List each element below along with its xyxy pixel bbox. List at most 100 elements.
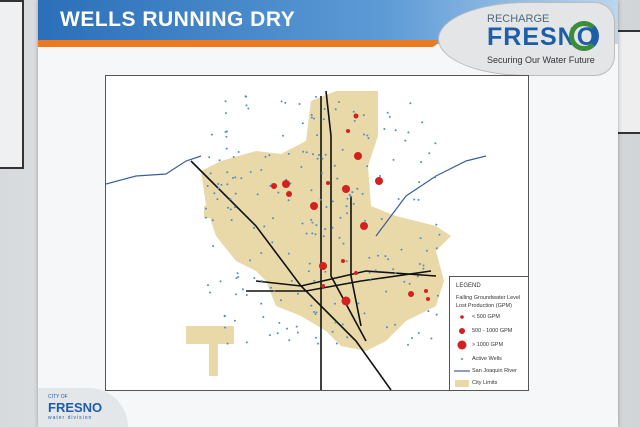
declining-well [426, 297, 430, 301]
active-well [352, 110, 355, 113]
active-well [212, 245, 215, 248]
active-well [229, 208, 232, 211]
active-well [315, 311, 318, 314]
active-well [307, 270, 310, 273]
active-well [331, 330, 334, 333]
legend-item: City Limits [472, 380, 498, 386]
active-well [241, 288, 244, 291]
active-well [208, 156, 211, 159]
active-well [226, 171, 229, 174]
active-well [301, 122, 304, 125]
active-well [325, 206, 328, 208]
active-well [362, 114, 365, 117]
declining-well [346, 129, 350, 133]
canal [375, 155, 487, 237]
active-well [247, 107, 250, 110]
active-well [341, 323, 344, 326]
legend-subtitle: Falling Groundwater Level [456, 295, 521, 301]
active-well [278, 321, 281, 324]
active-well [226, 342, 229, 345]
active-well [290, 280, 293, 282]
active-well [230, 219, 233, 222]
active-well [224, 131, 227, 133]
active-well [287, 252, 290, 255]
active-well [428, 152, 431, 155]
active-well [268, 154, 271, 157]
active-well [387, 258, 390, 261]
active-well [302, 150, 305, 153]
active-well [384, 255, 387, 258]
active-well [223, 315, 226, 318]
active-well [287, 199, 290, 202]
active-well [314, 233, 317, 236]
declining-well [341, 259, 345, 263]
active-well [411, 337, 413, 340]
active-well [271, 241, 274, 244]
active-well [324, 270, 327, 273]
active-well [392, 158, 395, 161]
active-well [305, 151, 308, 154]
active-well [205, 207, 207, 210]
active-well [366, 134, 369, 137]
city-area [201, 91, 451, 351]
active-well [379, 175, 381, 177]
active-well [348, 193, 351, 196]
active-well [232, 156, 235, 158]
logo-city-of: CITY OF [48, 394, 68, 400]
declining-well [310, 202, 318, 210]
road [350, 196, 362, 327]
active-well [235, 293, 237, 296]
active-well [417, 198, 420, 201]
active-well [338, 236, 341, 239]
declining-well [282, 180, 290, 188]
active-well [236, 272, 239, 275]
active-well [319, 198, 322, 201]
active-well [209, 291, 211, 294]
logo-top: RECHARGE [487, 13, 550, 25]
active-well [438, 233, 441, 236]
active-well [418, 263, 421, 265]
active-well [422, 264, 425, 267]
active-well [397, 198, 400, 200]
active-well [249, 171, 252, 173]
active-well [245, 341, 248, 344]
active-well [219, 280, 222, 283]
active-well [413, 198, 416, 201]
active-well [256, 193, 259, 196]
declining-well [424, 289, 428, 293]
active-well [380, 218, 383, 220]
active-well [419, 237, 422, 240]
active-well [310, 304, 313, 307]
declining-well [360, 222, 368, 230]
active-well [207, 284, 209, 287]
active-well [224, 326, 227, 329]
active-well [434, 142, 437, 145]
active-well [260, 169, 263, 171]
active-well [356, 187, 359, 190]
active-well [366, 165, 369, 168]
active-well [404, 139, 407, 142]
active-well [296, 331, 299, 334]
active-well [352, 202, 355, 205]
active-well [217, 187, 220, 190]
active-well [237, 276, 240, 278]
active-well [301, 222, 304, 225]
active-well [237, 151, 240, 153]
active-well [417, 332, 420, 334]
road [255, 270, 437, 287]
active-well [353, 119, 356, 122]
active-well [321, 157, 324, 160]
active-well [334, 108, 337, 111]
active-well [218, 159, 221, 162]
active-well [342, 242, 345, 245]
legend-title: LEGEND [456, 283, 481, 289]
active-well [422, 267, 425, 270]
declining-well [326, 181, 330, 185]
active-well [297, 292, 299, 295]
active-well [209, 172, 212, 175]
active-well [386, 111, 389, 114]
active-well [276, 332, 279, 335]
active-well [234, 176, 237, 179]
city-area [186, 326, 234, 376]
active-well [420, 161, 423, 164]
